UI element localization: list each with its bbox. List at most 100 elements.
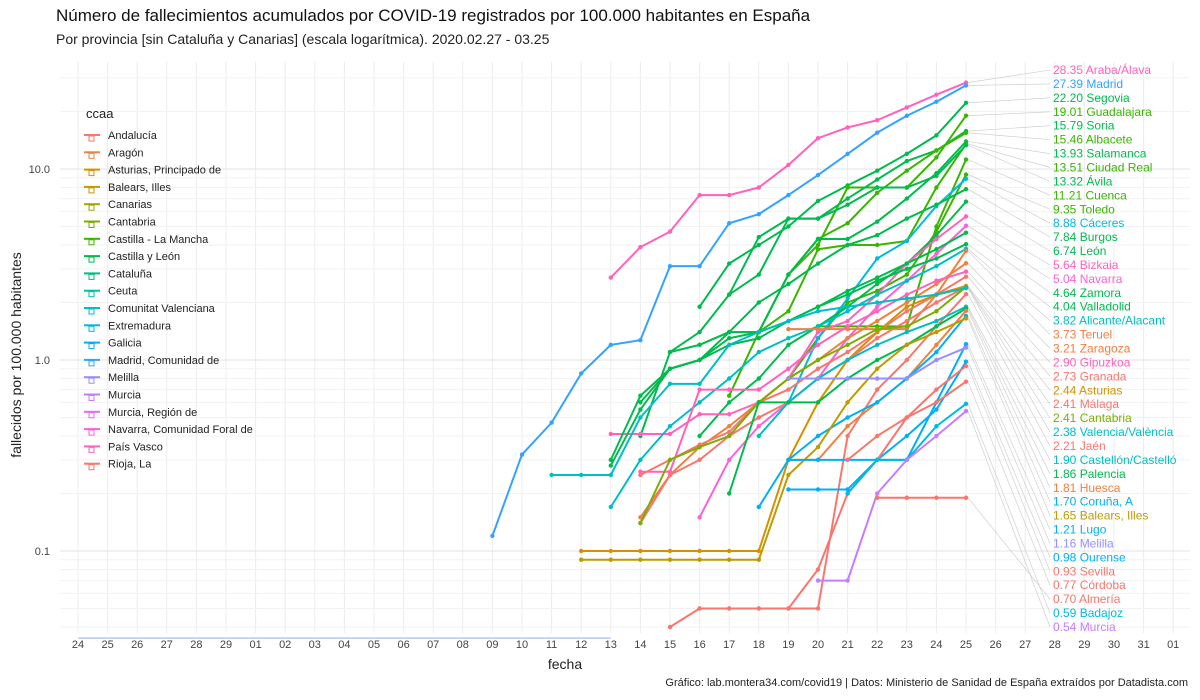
series-point xyxy=(904,238,909,244)
series-point xyxy=(934,342,939,348)
series-point xyxy=(845,296,850,301)
x-tick-label: 17 xyxy=(723,639,735,651)
series-point xyxy=(727,606,732,611)
series-point xyxy=(608,548,613,554)
label-leader xyxy=(967,315,1051,502)
x-tick-label: 28 xyxy=(1049,639,1061,651)
series-point xyxy=(904,151,909,157)
series-point xyxy=(963,241,969,247)
series-point xyxy=(786,387,791,392)
series-point xyxy=(875,336,880,341)
series-point xyxy=(756,300,761,305)
series-line xyxy=(698,102,967,308)
x-tick-label: 31 xyxy=(1137,639,1149,651)
series-point xyxy=(845,336,850,341)
legend-label: Comunitat Valenciana xyxy=(108,303,216,315)
series-point xyxy=(608,504,613,510)
legend-key-box xyxy=(88,170,95,177)
series-point xyxy=(786,281,791,287)
x-axis-label: fecha xyxy=(548,656,582,672)
series-point xyxy=(667,557,673,562)
end-label: 1.21 Lugo xyxy=(1053,523,1107,537)
y-tick-labels: 0.1 1.0 10.0 xyxy=(29,164,50,558)
end-label: 2.21 Jaén xyxy=(1053,439,1106,453)
x-tick-label: 01 xyxy=(249,639,261,651)
end-label: 2.73 Granada xyxy=(1053,369,1127,383)
series-point xyxy=(845,349,850,355)
series-point xyxy=(608,557,613,562)
series-point xyxy=(638,244,643,250)
legend-label: Aragón xyxy=(108,147,143,159)
series-point xyxy=(875,177,880,182)
legend-key-box xyxy=(88,429,95,436)
series-point xyxy=(963,316,969,321)
x-tick-label: 25 xyxy=(960,639,972,651)
y-axis-label: fallecidos por 100.000 habitantes xyxy=(8,252,24,457)
series-point xyxy=(756,504,761,510)
series-point xyxy=(815,261,821,266)
series-point xyxy=(727,292,732,297)
series-point xyxy=(875,275,880,280)
series-point xyxy=(963,214,969,219)
series-point xyxy=(963,130,969,136)
label-leader xyxy=(967,381,1051,586)
series-point xyxy=(963,143,969,148)
series-point xyxy=(697,548,702,554)
x-tick-label: 03 xyxy=(309,639,321,651)
series-point xyxy=(934,92,939,97)
legend-item: Rioja, La xyxy=(84,459,152,471)
series-point xyxy=(963,341,969,347)
series-point xyxy=(963,269,969,274)
series-point xyxy=(756,415,761,420)
series-point xyxy=(904,261,909,266)
series-point xyxy=(727,329,732,335)
series-point xyxy=(904,342,909,348)
series-point xyxy=(934,133,939,138)
series-point xyxy=(845,457,850,463)
series-point xyxy=(815,366,821,371)
legend-label: Castilla - La Mancha xyxy=(108,234,209,246)
series-point xyxy=(697,444,702,450)
label-leader xyxy=(967,271,1051,363)
series-point xyxy=(875,387,880,392)
series-point xyxy=(815,326,821,332)
legend-label: Asturias, Principado de xyxy=(108,165,221,177)
series-line xyxy=(639,275,967,476)
series-point xyxy=(875,304,880,309)
series-point xyxy=(904,296,909,301)
series-point xyxy=(638,431,643,437)
series-point xyxy=(638,415,643,420)
x-tick-label: 18 xyxy=(753,639,765,651)
series-point xyxy=(934,278,939,283)
series-point xyxy=(934,387,939,392)
label-leader xyxy=(967,159,1051,196)
series-point xyxy=(667,229,673,234)
legend-key-box xyxy=(88,360,95,367)
series-point xyxy=(904,266,909,272)
series-point xyxy=(845,196,850,201)
series-point xyxy=(845,491,850,496)
series-point xyxy=(815,578,821,583)
series-point xyxy=(727,221,732,226)
series-point xyxy=(875,300,880,305)
label-leader xyxy=(967,285,1051,391)
series-point xyxy=(934,224,939,229)
label-leader xyxy=(967,286,1051,419)
x-tick-label: 21 xyxy=(841,639,853,651)
series-point xyxy=(638,400,643,405)
series-point xyxy=(904,105,909,110)
legend-item: Asturias, Principado de xyxy=(84,165,221,177)
legend-item: Cantabria xyxy=(84,217,157,229)
legend-key-box xyxy=(88,446,95,453)
series-point xyxy=(875,376,880,381)
series-point xyxy=(697,412,702,417)
legend-label: Canarias xyxy=(108,199,153,211)
label-leader xyxy=(967,216,1051,266)
series-point xyxy=(963,345,969,350)
series-point xyxy=(815,172,821,178)
series-point xyxy=(963,176,969,182)
series-line xyxy=(581,285,967,552)
series-point xyxy=(756,336,761,341)
series-point xyxy=(934,251,939,256)
